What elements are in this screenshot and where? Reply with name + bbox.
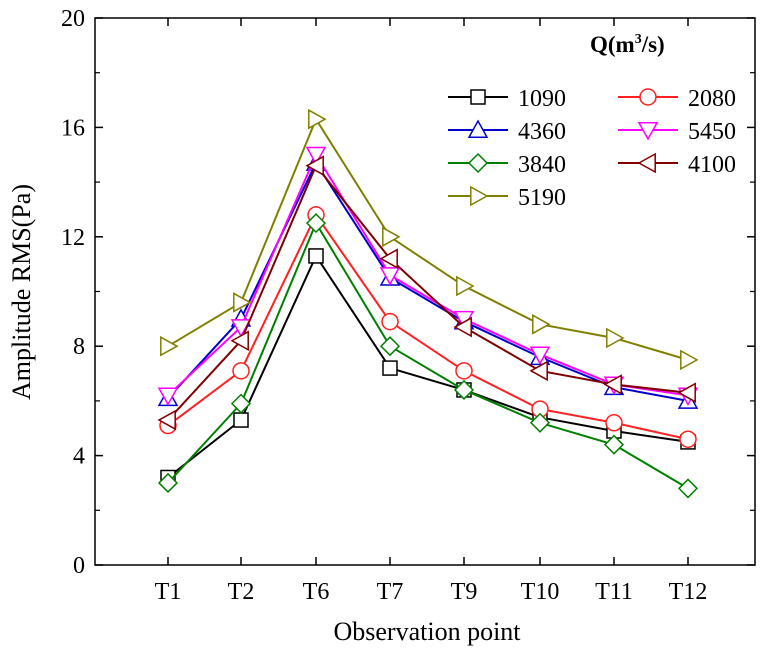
y-tick-label: 12 bbox=[61, 225, 85, 251]
data-point bbox=[230, 393, 252, 414]
data-point bbox=[603, 434, 625, 455]
data-point bbox=[308, 248, 324, 264]
series-line bbox=[167, 253, 689, 479]
data-point bbox=[305, 155, 324, 176]
legend-marker bbox=[470, 185, 489, 207]
x-tick-label: T9 bbox=[451, 579, 478, 605]
data-point bbox=[529, 346, 551, 365]
data-point bbox=[532, 314, 551, 335]
data-point bbox=[305, 146, 327, 166]
legend-label: 2080 bbox=[688, 86, 736, 112]
data-point bbox=[379, 267, 401, 286]
data-point bbox=[603, 374, 622, 395]
data-point bbox=[456, 275, 475, 297]
data-point bbox=[382, 226, 401, 248]
legend-label: 4100 bbox=[688, 152, 736, 178]
data-point bbox=[305, 213, 327, 234]
series-5190 bbox=[160, 108, 699, 371]
data-point bbox=[157, 387, 179, 406]
series-line bbox=[167, 212, 689, 441]
legend-label: 3840 bbox=[518, 152, 566, 178]
legend-marker bbox=[467, 119, 489, 138]
legend-item: 2080 bbox=[618, 86, 736, 112]
x-tick-label: T10 bbox=[521, 579, 560, 605]
data-point bbox=[382, 360, 398, 376]
legend: Q(m3/s) 1090 2080 4360 5450 3840 4100 5190 bbox=[448, 32, 736, 211]
legend-label: 5190 bbox=[518, 185, 566, 211]
series-4100 bbox=[157, 155, 696, 431]
data-point bbox=[453, 379, 475, 401]
data-point bbox=[230, 330, 249, 352]
legend-item: 5190 bbox=[448, 185, 566, 211]
data-point bbox=[233, 412, 249, 428]
data-point bbox=[453, 316, 472, 338]
data-point bbox=[308, 108, 327, 130]
legend-item: 3840 bbox=[448, 152, 566, 178]
series-line bbox=[167, 163, 689, 421]
data-point bbox=[381, 312, 399, 331]
legend-label: 4360 bbox=[518, 119, 566, 145]
y-axis-label: Amplitude RMS(Pa) bbox=[7, 184, 36, 400]
x-tick-label: T6 bbox=[303, 579, 330, 605]
data-point bbox=[233, 292, 252, 313]
data-point bbox=[157, 472, 179, 494]
data-point bbox=[379, 248, 398, 269]
legend-marker bbox=[637, 122, 659, 141]
data-point bbox=[677, 382, 696, 403]
legend-label: 5450 bbox=[688, 119, 736, 145]
legend-marker bbox=[637, 152, 656, 174]
legend-item: 4100 bbox=[618, 152, 736, 178]
data-point bbox=[232, 362, 250, 380]
legend-marker bbox=[639, 88, 657, 106]
data-point bbox=[455, 362, 473, 380]
x-tick-label: T7 bbox=[377, 579, 404, 605]
legend-marker bbox=[470, 89, 486, 105]
data-point bbox=[529, 360, 548, 382]
x-tick-label: T2 bbox=[228, 579, 255, 605]
legend-label: 1090 bbox=[518, 86, 566, 112]
x-tick-label: T12 bbox=[669, 579, 708, 605]
legend-title: Q(m3/s) bbox=[590, 32, 665, 57]
data-point bbox=[606, 327, 625, 349]
data-point bbox=[680, 349, 699, 371]
series-line bbox=[167, 117, 689, 361]
data-point bbox=[679, 430, 697, 448]
y-tick-label: 16 bbox=[61, 115, 85, 141]
data-point bbox=[157, 409, 176, 431]
y-tick-label: 8 bbox=[73, 334, 85, 360]
x-tick-label: T11 bbox=[595, 579, 633, 605]
y-tick-label: 4 bbox=[73, 444, 85, 470]
series-3840 bbox=[157, 213, 699, 499]
legend-item: 5450 bbox=[618, 119, 736, 145]
y-tick-label: 0 bbox=[73, 553, 85, 579]
plot-frame bbox=[94, 17, 756, 566]
legend-item: 1090 bbox=[448, 86, 566, 112]
data-point bbox=[160, 335, 179, 357]
legend-marker bbox=[467, 152, 489, 174]
data-point bbox=[605, 414, 623, 432]
series-layer bbox=[157, 108, 699, 499]
axis-ticks: 0 4 8 12 16 20 T1 T2 T6 T7 T9 T10 T11 T12 bbox=[61, 6, 755, 605]
y-tick-label: 20 bbox=[61, 6, 85, 32]
series-line bbox=[167, 152, 689, 397]
x-tick-label: T1 bbox=[155, 579, 182, 605]
data-point bbox=[529, 412, 551, 433]
data-point bbox=[379, 336, 401, 357]
legend-item: 4360 bbox=[448, 119, 566, 145]
data-point bbox=[677, 478, 699, 499]
x-axis-label: Observation point bbox=[333, 617, 521, 646]
series-line bbox=[167, 220, 689, 490]
